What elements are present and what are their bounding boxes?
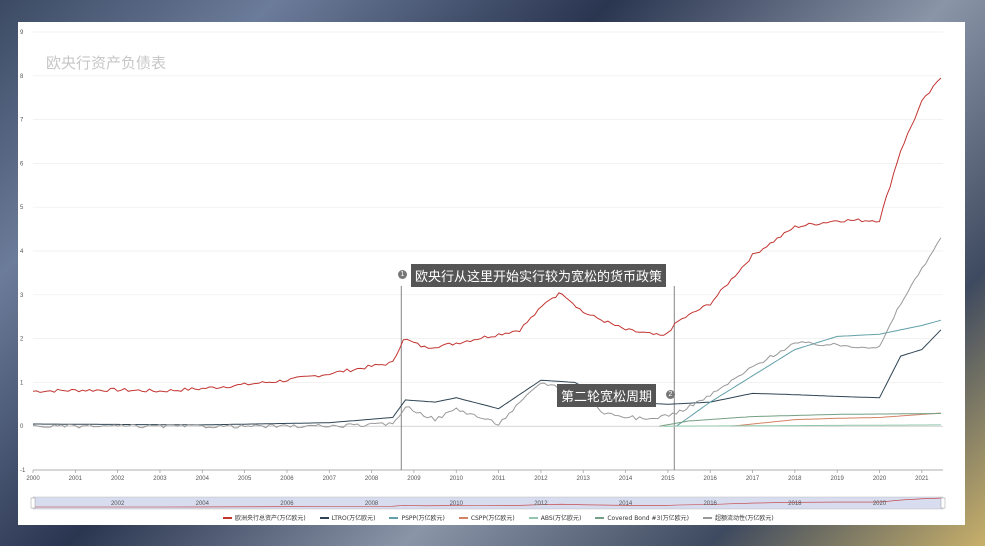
x-tick-label: 2014: [619, 476, 633, 482]
y-tick-label: 8: [20, 74, 24, 80]
legend-swatch: [595, 516, 605, 519]
legend-item[interactable]: Covered Bond #3(万亿欧元): [595, 513, 689, 522]
legend-swatch: [223, 516, 232, 519]
y-tick-label: 1: [20, 380, 24, 386]
legend-item[interactable]: 欧洲央行总资产(万亿欧元): [223, 513, 306, 522]
legend-label: 超额流动性(万亿欧元): [715, 515, 774, 522]
slider-tick-label: 2016: [704, 501, 718, 507]
legend-label: ABS(万亿欧元): [540, 515, 582, 522]
x-tick-label: 2012: [534, 476, 548, 482]
x-tick-label: 2020: [873, 476, 887, 482]
legend-swatch: [389, 516, 399, 519]
y-tick-label: 6: [20, 161, 24, 167]
slider-tick-label: 2002: [111, 501, 125, 507]
x-tick-label: 2006: [280, 476, 294, 482]
annotation-2-marker[interactable]: 2: [666, 390, 675, 399]
slider-tick-label: 2008: [365, 501, 379, 507]
series-line-3: [731, 412, 941, 427]
slider-tick-label: 2014: [619, 501, 633, 507]
slider-tick-label: 2004: [196, 501, 210, 507]
chart-card: 欧央行资产负债表 -1 0 1 2 3 4 5 6 7 8 9 2000 2001 2002 2003 200…: [18, 22, 965, 525]
series-line-1: [33, 329, 942, 426]
series-line-4: [663, 424, 941, 427]
y-tick-label: 9: [20, 30, 24, 36]
x-tick-label: 2007: [323, 476, 337, 482]
legend-label: 欧洲央行总资产(万亿欧元): [235, 515, 306, 522]
legend-swatch: [528, 516, 538, 519]
legend-item[interactable]: CSPP(万亿欧元): [458, 513, 515, 522]
legend-label: Covered Bond #3(万亿欧元): [607, 515, 690, 522]
x-tick-label: 2000: [26, 476, 40, 482]
legend-swatch: [458, 516, 468, 519]
legend-item[interactable]: LTRO(万亿欧元): [319, 513, 376, 522]
zoom-handle-right[interactable]: [940, 497, 946, 509]
legend: 欧洲央行总资产(万亿欧元) LTRO(万亿欧元) PSPP(万亿欧元) CSPP(万亿…: [223, 513, 774, 522]
y-tick-label: 2: [20, 337, 24, 343]
legend-swatch: [703, 516, 713, 519]
y-tick-label: -1: [20, 468, 26, 474]
series-line-0: [32, 77, 942, 393]
x-tick-label: 2021: [915, 476, 929, 482]
x-tick-label: 2009: [407, 476, 421, 482]
slider-tick-label: 2010: [450, 501, 464, 507]
x-tick-label: 2017: [746, 476, 760, 482]
legend-item[interactable]: 超额流动性(万亿欧元): [703, 513, 774, 522]
x-tick-label: 2018: [788, 476, 802, 482]
legend-item[interactable]: PSPP(万亿欧元): [389, 513, 445, 522]
x-tick-label: 2011: [492, 476, 506, 482]
slider-tick-label: 2006: [280, 501, 294, 507]
x-tick-label: 2004: [196, 476, 210, 482]
chart-title: 欧央行资产负债表: [46, 54, 167, 72]
x-tick-label: 2002: [111, 476, 125, 482]
chart-svg[interactable]: -1 0 1 2 3 4 5 6 7 8 9 2000 2001 2002 2003 2004 2005 2006…: [18, 22, 965, 525]
x-tick-label: 2016: [704, 476, 718, 482]
x-tick-label: 2019: [831, 476, 845, 482]
legend-label: LTRO(万亿欧元): [331, 515, 376, 522]
annotation-1-marker[interactable]: 1: [398, 270, 407, 279]
y-tick-label: 0: [20, 424, 24, 430]
slider-tick-label: 2018: [788, 501, 802, 507]
y-tick-label: 5: [20, 205, 24, 211]
legend-item[interactable]: ABS(万亿欧元): [528, 513, 582, 522]
x-tick-label: 2005: [238, 476, 252, 482]
legend-label: CSPP(万亿欧元): [470, 515, 515, 522]
annotation-2-label: 第二轮宽松周期: [557, 384, 657, 407]
x-tick-label: 2003: [153, 476, 167, 482]
legend-label: PSPP(万亿欧元): [401, 515, 445, 522]
x-tick-label: 2001: [69, 476, 83, 482]
y-tick-label: 4: [20, 249, 24, 255]
series-line-5: [659, 413, 941, 427]
legend-swatch: [319, 516, 329, 519]
x-tick-label: 2015: [661, 476, 675, 482]
slider-tick-label: 2020: [873, 501, 887, 507]
annotation-1-label: 欧央行从这里开始实行较为宽松的货币政策: [411, 264, 667, 287]
zoom-slider-preview: [33, 497, 941, 508]
x-tick-label: 2013: [577, 476, 591, 482]
x-tick-label: 2008: [365, 476, 379, 482]
zoom-handle-left[interactable]: [30, 497, 36, 509]
y-tick-label: 7: [20, 118, 24, 124]
slider-tick-label: 2012: [534, 501, 548, 507]
series-line-6: [32, 237, 942, 429]
x-tick-label: 2010: [450, 476, 464, 482]
y-tick-label: 3: [20, 293, 24, 299]
series-line-2: [676, 319, 942, 427]
